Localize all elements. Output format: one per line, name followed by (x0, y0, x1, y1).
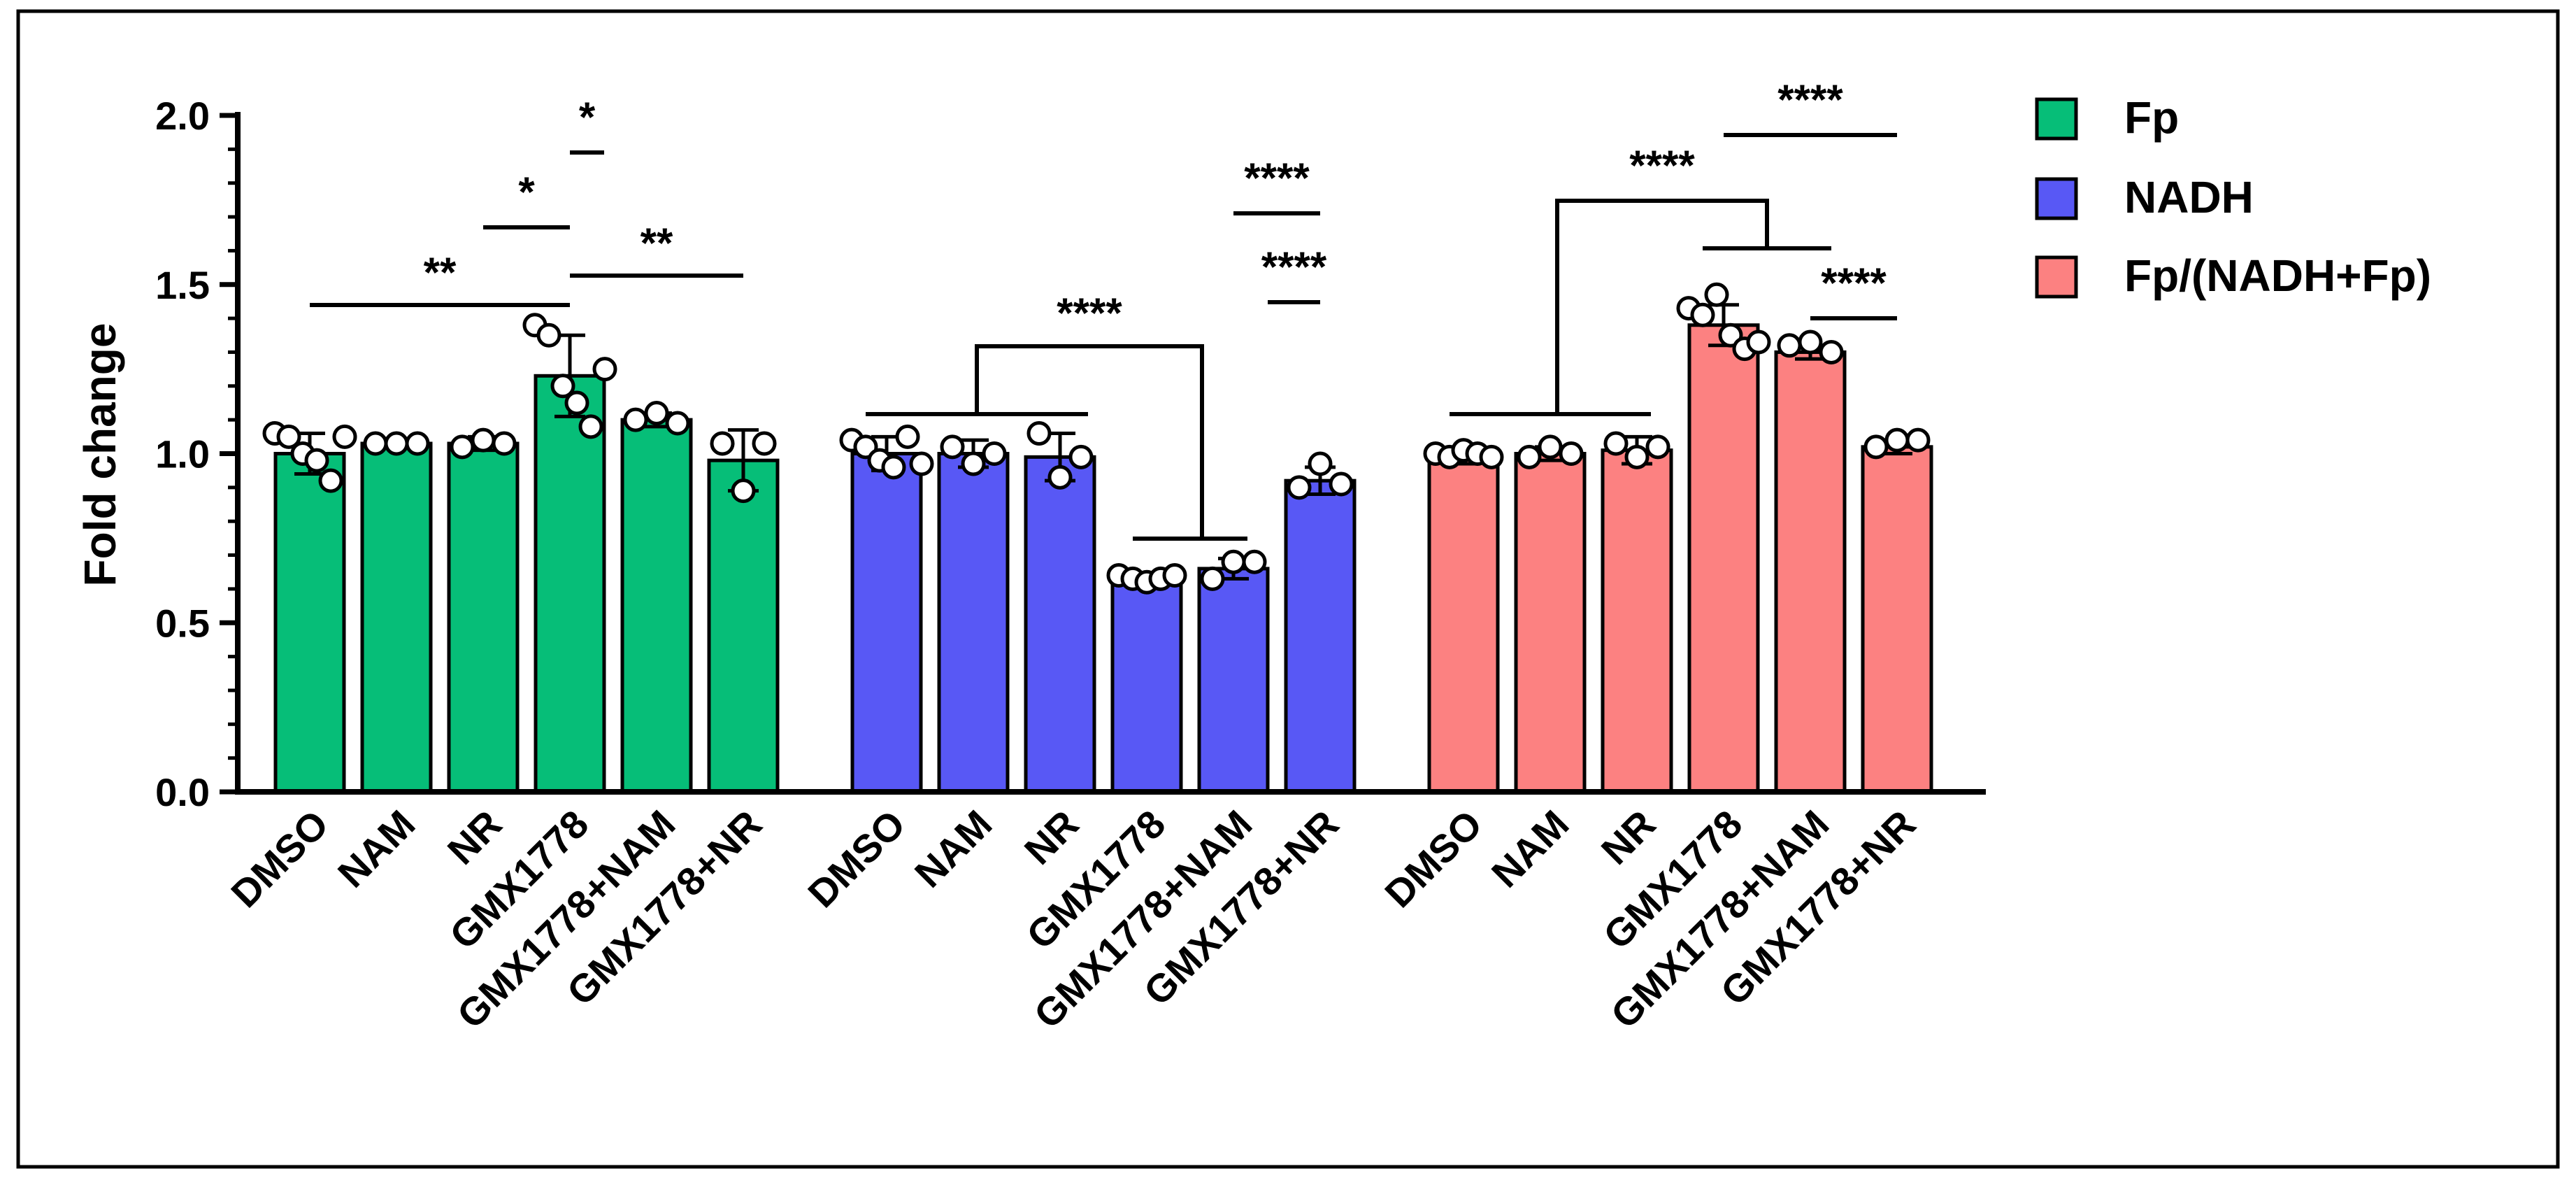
sig-bracket (975, 344, 1204, 539)
data-point (471, 427, 496, 453)
data-point (982, 441, 1007, 466)
data-point (1690, 302, 1715, 327)
data-point (1863, 434, 1889, 460)
data-point (304, 448, 329, 473)
data-point (1819, 339, 1844, 364)
bar-fpnadhfp-4 (1774, 350, 1847, 794)
sig-label: * (518, 169, 535, 215)
bar-fpnadhfp-5 (1861, 445, 1933, 794)
legend-label: NADH (2124, 172, 2254, 222)
data-point (1704, 282, 1729, 307)
data-point (1777, 333, 1802, 358)
bar-fp-2 (447, 441, 520, 794)
data-point (592, 357, 617, 382)
data-point (1308, 451, 1333, 476)
legend-swatch (2035, 97, 2078, 141)
data-point (1242, 549, 1267, 574)
data-point (710, 431, 735, 456)
data-point (940, 434, 965, 460)
bar-nadh-5 (1284, 478, 1357, 794)
data-point (1026, 420, 1052, 446)
bar-fp-0 (273, 452, 346, 794)
data-point (644, 400, 669, 425)
sig-bracket (1555, 199, 1769, 414)
bar-nadh-1 (937, 452, 1010, 794)
data-point (318, 468, 343, 493)
data-point (276, 424, 301, 449)
legend-swatch (2035, 177, 2078, 220)
data-point (1559, 441, 1584, 466)
data-point (665, 411, 690, 436)
bar-nadh-4 (1197, 567, 1270, 794)
y-tick-label: 2.0 (155, 94, 210, 138)
sig-label: ** (424, 249, 457, 296)
y-tick-label: 1.0 (155, 432, 210, 476)
legend-label: Fp (2124, 92, 2179, 143)
sig-label: **** (1629, 142, 1695, 189)
data-point (578, 414, 603, 439)
sig-label: **** (1057, 290, 1122, 336)
y-axis-title: Fold change (75, 323, 125, 587)
data-point (1798, 329, 1823, 355)
data-point (332, 424, 357, 449)
data-point (492, 431, 517, 456)
data-point (961, 451, 986, 476)
bar-nadh-0 (850, 452, 923, 794)
y-tick-label: 1.5 (155, 263, 210, 307)
data-point (1517, 444, 1542, 469)
data-point (384, 431, 409, 456)
data-point (536, 322, 561, 348)
bar-fp-4 (620, 418, 693, 794)
bar-fp-5 (707, 458, 780, 794)
data-point (1884, 427, 1910, 453)
data-point (1746, 329, 1771, 355)
legend-label: Fp/(NADH+Fp) (2124, 250, 2431, 301)
sig-label: * (579, 94, 596, 141)
bar-fpnadhfp-3 (1687, 323, 1760, 794)
data-point (1624, 444, 1650, 469)
bar-fpnadhfp-1 (1514, 452, 1587, 794)
data-point (450, 434, 475, 460)
data-point (752, 431, 777, 456)
data-point (1047, 464, 1073, 490)
data-point (881, 455, 906, 480)
data-point (405, 431, 430, 456)
sig-label: **** (1777, 76, 1843, 123)
data-point (623, 407, 648, 432)
data-point (1905, 427, 1931, 453)
data-point (1479, 444, 1504, 469)
data-point (1068, 444, 1094, 469)
data-point (909, 451, 934, 476)
data-point (1538, 434, 1563, 460)
data-point (1287, 475, 1312, 500)
data-point (1603, 431, 1629, 456)
data-point (1329, 471, 1354, 497)
data-point (550, 374, 575, 399)
bar-nadh-3 (1110, 576, 1183, 794)
data-point (731, 478, 756, 504)
bar-fpnadhfp-2 (1601, 448, 1673, 794)
data-point (1645, 434, 1670, 460)
data-point (1200, 566, 1225, 591)
data-point (895, 424, 920, 449)
sig-label: ** (641, 220, 673, 267)
data-point (363, 431, 388, 456)
y-tick-label: 0.5 (155, 601, 210, 645)
bar-fp-1 (360, 441, 433, 794)
data-point (1221, 549, 1246, 574)
bar-fpnadhfp-0 (1427, 455, 1500, 794)
y-tick-label: 0.0 (155, 770, 210, 814)
sig-label: **** (1261, 243, 1327, 290)
data-point (564, 390, 589, 416)
sig-label: **** (1821, 260, 1887, 306)
sig-label: **** (1244, 155, 1310, 201)
legend-swatch (2035, 255, 2078, 299)
data-point (1162, 563, 1187, 588)
bar-nadh-2 (1024, 455, 1096, 794)
